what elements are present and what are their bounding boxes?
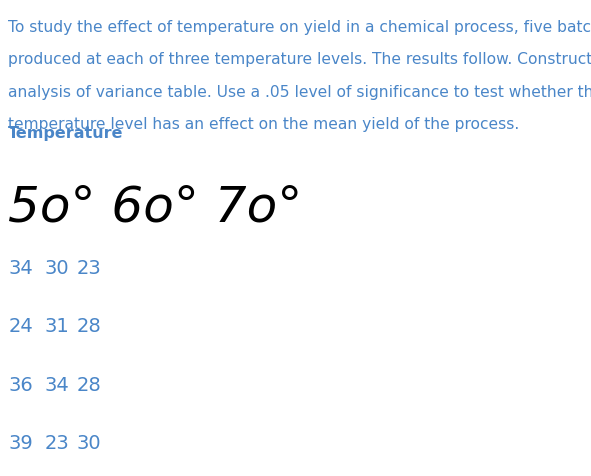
Text: 28: 28 bbox=[77, 376, 102, 395]
Text: analysis of variance table. Use a .05 level of significance to test whether the: analysis of variance table. Use a .05 le… bbox=[8, 85, 591, 100]
Text: produced at each of three temperature levels. The results follow. Construct an: produced at each of three temperature le… bbox=[8, 52, 591, 68]
Text: 34: 34 bbox=[8, 259, 33, 278]
Text: 23: 23 bbox=[44, 434, 69, 453]
Text: 28: 28 bbox=[77, 317, 102, 337]
Text: 31: 31 bbox=[44, 317, 69, 337]
Text: 34: 34 bbox=[44, 376, 69, 395]
Text: To study the effect of temperature on yield in a chemical process, five batches : To study the effect of temperature on yi… bbox=[8, 20, 591, 35]
Text: Temperature: Temperature bbox=[8, 126, 124, 141]
Text: 24: 24 bbox=[8, 317, 33, 337]
Text: 5o° 6o° 7o°: 5o° 6o° 7o° bbox=[8, 183, 303, 231]
Text: 30: 30 bbox=[77, 434, 102, 453]
Text: 23: 23 bbox=[77, 259, 102, 278]
Text: 36: 36 bbox=[8, 376, 33, 395]
Text: 39: 39 bbox=[8, 434, 33, 453]
Text: 30: 30 bbox=[44, 259, 69, 278]
Text: temperature level has an effect on the mean yield of the process.: temperature level has an effect on the m… bbox=[8, 117, 519, 132]
